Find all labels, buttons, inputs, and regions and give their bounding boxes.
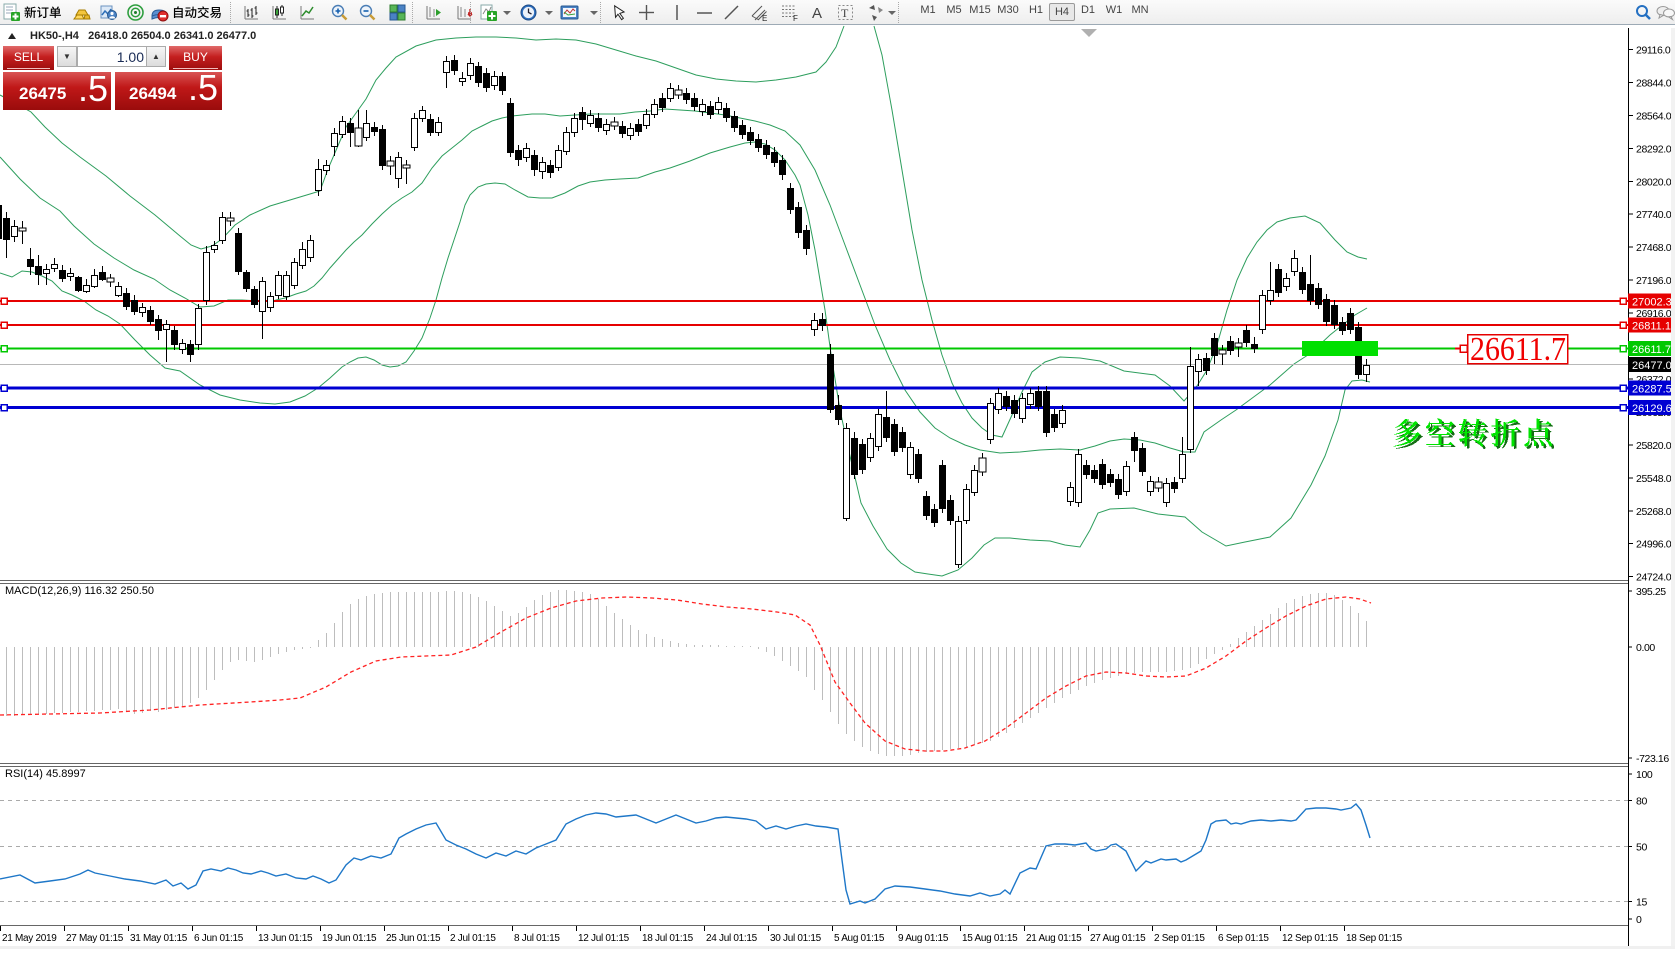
svg-text:24 Jul 01:15: 24 Jul 01:15 [706,933,758,944]
svg-text:RSI(14) 45.8997: RSI(14) 45.8997 [5,768,86,780]
svg-text:E: E [762,14,767,22]
svg-text:8 Jul 01:15: 8 Jul 01:15 [514,933,560,944]
svg-text:MACD(12,26,9) 116.32 250.50: MACD(12,26,9) 116.32 250.50 [5,585,154,597]
svg-text:24996.0: 24996.0 [1636,539,1672,551]
svg-text:21 Aug 01:15: 21 Aug 01:15 [1026,933,1082,944]
svg-text:50: 50 [1636,842,1647,854]
svg-text:26129.6: 26129.6 [1632,403,1672,415]
svg-text:6 Sep 01:15: 6 Sep 01:15 [1218,933,1269,944]
svg-text:-723.16: -723.16 [1636,753,1669,765]
svg-text:30 Jul 01:15: 30 Jul 01:15 [770,933,822,944]
svg-text:27468.0: 27468.0 [1636,242,1672,254]
svg-text:80: 80 [1636,796,1647,808]
svg-text:28020.0: 28020.0 [1636,176,1672,188]
svg-text:25 Jun 01:15: 25 Jun 01:15 [386,933,441,944]
svg-text:100: 100 [1636,769,1653,781]
svg-text:12 Jul 01:15: 12 Jul 01:15 [578,933,630,944]
svg-text:31 May 01:15: 31 May 01:15 [130,933,188,944]
svg-text:25268.0: 25268.0 [1636,506,1672,518]
svg-text:27740.0: 27740.0 [1636,209,1672,221]
svg-text:28564.0: 28564.0 [1636,110,1672,122]
svg-text:19 Jun 01:15: 19 Jun 01:15 [322,933,377,944]
svg-text:27196.0: 27196.0 [1636,275,1672,287]
svg-text:24724.0: 24724.0 [1636,572,1672,584]
svg-text:A: A [812,5,822,22]
svg-text:2 Jul 01:15: 2 Jul 01:15 [450,933,496,944]
svg-text:27002.3: 27002.3 [1632,297,1672,309]
svg-text:21 May 2019: 21 May 2019 [2,933,57,944]
svg-text:T: T [841,6,849,20]
svg-text:29116.0: 29116.0 [1636,45,1671,57]
svg-text:F: F [793,14,798,22]
svg-text:26287.5: 26287.5 [1632,384,1672,396]
svg-text:12 Sep 01:15: 12 Sep 01:15 [1282,933,1339,944]
svg-text:25820.0: 25820.0 [1636,440,1672,452]
svg-text:15 Aug 01:15: 15 Aug 01:15 [962,933,1018,944]
svg-text:9 Aug 01:15: 9 Aug 01:15 [898,933,949,944]
svg-text:6 Jun 01:15: 6 Jun 01:15 [194,933,244,944]
svg-text:26611.7: 26611.7 [1470,331,1566,368]
svg-text:0: 0 [1636,914,1642,926]
svg-text:27 Aug 01:15: 27 Aug 01:15 [1090,933,1146,944]
svg-text:395.25: 395.25 [1636,586,1666,598]
svg-text:25548.0: 25548.0 [1636,473,1672,485]
svg-text:27 May 01:15: 27 May 01:15 [66,933,124,944]
svg-text:26477.0: 26477.0 [1632,360,1672,372]
svg-text:26916.0: 26916.0 [1636,308,1672,320]
svg-text:26811.1: 26811.1 [1632,321,1671,333]
svg-text:2 Sep 01:15: 2 Sep 01:15 [1154,933,1205,944]
svg-text:13 Jun 01:15: 13 Jun 01:15 [258,933,313,944]
svg-text:28844.0: 28844.0 [1636,77,1672,89]
svg-text:18 Jul 01:15: 18 Jul 01:15 [642,933,694,944]
svg-text:15: 15 [1636,897,1647,909]
svg-text:18 Sep 01:15: 18 Sep 01:15 [1346,933,1403,944]
svg-text:26611.7: 26611.7 [1632,344,1671,356]
svg-text:0.00: 0.00 [1636,642,1655,654]
svg-text:28292.0: 28292.0 [1636,143,1672,155]
svg-text:5 Aug 01:15: 5 Aug 01:15 [834,933,885,944]
